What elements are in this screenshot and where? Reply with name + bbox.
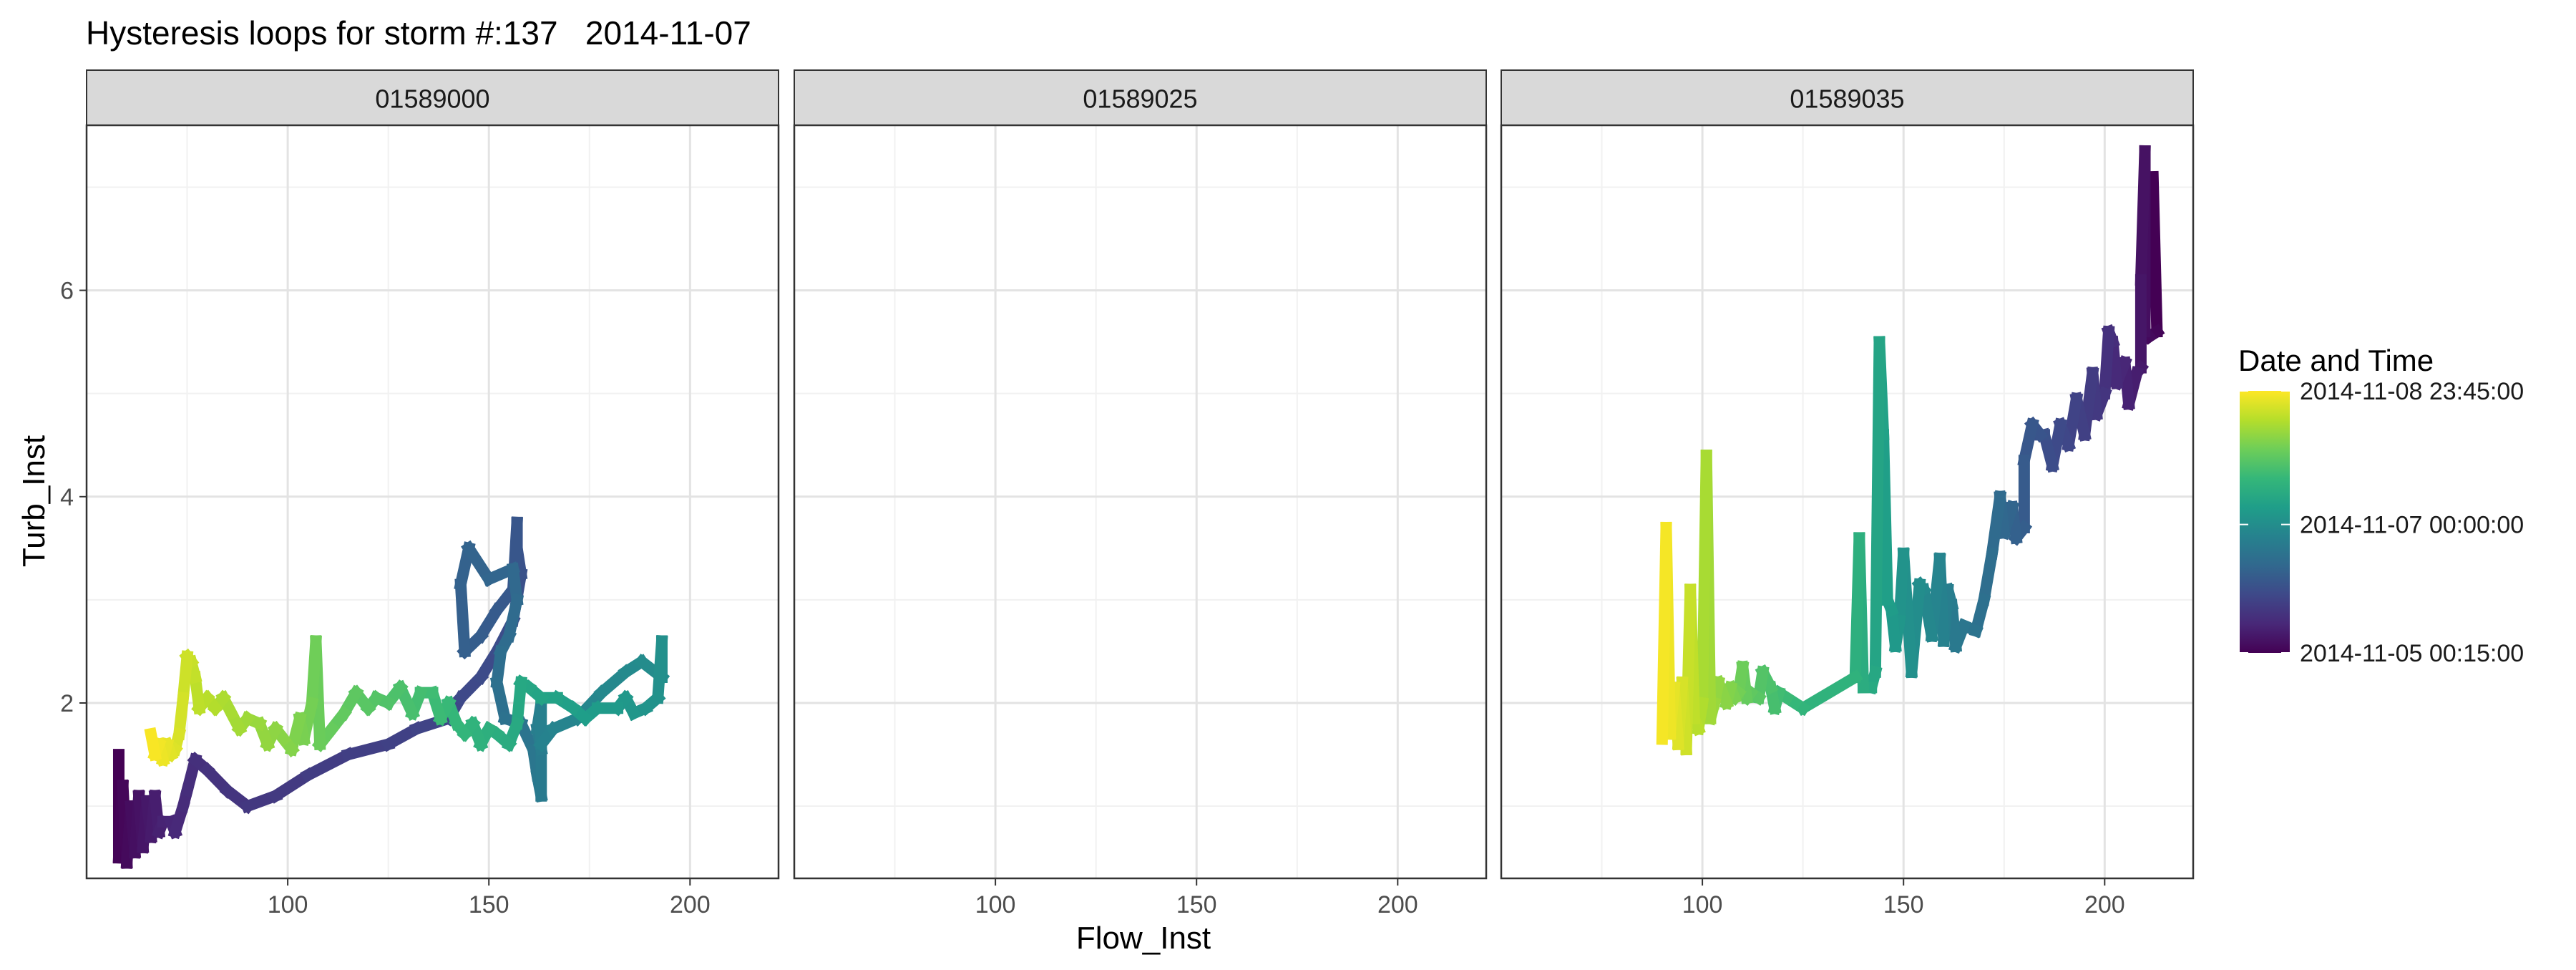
panel-01589025: 01589025 100 150 200 [793,69,1488,918]
plot-area [1501,125,2193,878]
line-segment [651,635,668,704]
legend-label: 2014-11-08 23:45:00 [2300,378,2524,405]
panel-border [85,124,780,880]
x-tick-label: 100 [975,891,1016,918]
line-segment [510,676,527,730]
line-segment [454,578,471,658]
y-axis-label: Turb_Inst [16,435,52,567]
line-segment [2147,170,2163,338]
x-tick-label: 200 [670,891,711,918]
line-segment [1656,521,1672,745]
y-tick-label: 2 [60,690,74,717]
line-segment [1917,583,1938,643]
line-segment [2098,325,2115,400]
legend-title: Date and Time [2238,344,2434,377]
line-segment [2017,417,2039,467]
line-segment [1869,336,1885,678]
facet-strip [794,69,1487,126]
color-legend: Date and Time 2014-11-08 23:45:002014-11… [2238,344,2524,667]
line-segment [268,767,316,804]
legend-colorbar [2240,391,2290,653]
x-tick-label: 100 [268,891,308,918]
line-segment [144,727,162,762]
panel-01589035: 01589035 100 150 200 [1500,69,2195,918]
line-segment [300,747,356,783]
line-segment [1877,429,1893,606]
x-tick-label: 150 [1176,891,1217,918]
x-axis-label: Flow_Inst [1076,921,1211,956]
x-tick-label: 150 [469,891,509,918]
facet-label: 01589000 [375,84,489,114]
legend-label: 2014-11-07 00:00:00 [2300,512,2524,539]
chart-title: Hysteresis loops for storm #:137 2014-11… [86,14,751,52]
line-segment [172,691,190,741]
line-segment [1977,546,1999,607]
x-tick-label: 100 [1682,891,1723,918]
line-segment [1885,603,1902,653]
line-segment [2135,145,2151,286]
plot-area [87,125,779,878]
x-tick-label: 200 [1377,891,1418,918]
y-tick-label: 4 [60,484,74,511]
line-segment [341,737,396,762]
line-segment [1696,450,1712,709]
line-segment [1945,598,1963,653]
line-segment [177,650,194,704]
legend-label: 2014-11-05 00:15:00 [2300,640,2524,667]
x-tick-label: 200 [2084,891,2125,918]
plot-area [794,125,1486,878]
series-path [1656,145,2165,756]
facet-label: 01589035 [1790,84,1904,114]
line-segment [1849,532,1865,684]
x-tick-label: 150 [1883,891,1924,918]
line-segment [1985,490,2007,561]
line-segment [461,540,497,588]
panel-border [793,124,1488,880]
legend-ticks: 2014-11-08 23:45:00 2014-11-07 00:00:00 20… [2240,378,2524,667]
facet-strip [86,69,779,126]
line-segment [1795,669,1863,717]
series-path [112,516,670,869]
panel-border [1500,124,2195,880]
facet-label: 01589025 [1083,84,1197,114]
y-tick-label: 6 [60,278,74,305]
line-segment [502,593,525,643]
line-segment [306,635,322,709]
line-segment [1893,547,1910,627]
panel-01589000: 01589000 100 150 200 2 4 6 [60,69,780,918]
line-segment [2106,335,2123,390]
